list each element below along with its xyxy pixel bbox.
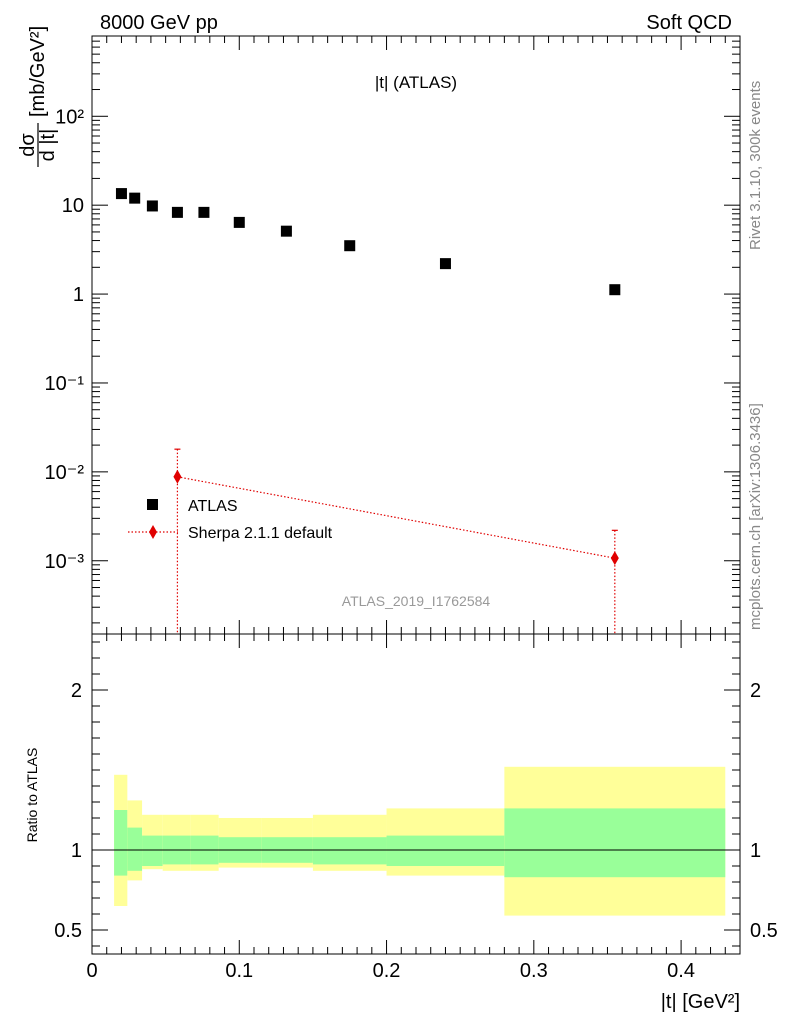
main-panel: 10² 10 1 10⁻¹ 10⁻² 10⁻³ |t| (ATLAS) ATLAS_201… [17,26,741,635]
ylabel-numerator: dσ [17,133,39,157]
legend-atlas-label: ATLAS [188,498,238,515]
ratio-inner-band [312,837,387,865]
legend-sherpa-label: Sherpa 2.1.1 default [188,525,333,542]
x-tick-label: 0.3 [520,960,548,982]
ratio-ticks [91,634,741,954]
header-left: 8000 GeV pp [100,12,218,34]
main-y-tick-labels: 10² 10 1 10⁻¹ 10⁻² 10⁻³ [45,106,85,572]
sherpa-point [173,469,182,484]
atlas-point [129,192,141,204]
ratio-panel: 0.5 0.51 12 2 0 0.1 0.2 0.3 0.4 Ratio to ATLAS … [24,633,778,1013]
atlas-point [439,258,451,270]
main-series [115,188,621,634]
x-tick-label: 0 [86,960,97,982]
ratio-bands [114,766,726,916]
x-tick-label: 0.4 [667,960,695,982]
ratio-y-tick-label-right: 0.5 [750,920,778,942]
ylabel-unit: [mb/GeV²] [27,26,49,117]
main-y-tick-label: 1 [73,284,84,306]
main-y-tick-label: 10⁻² [45,462,85,484]
main-y-tick-label: 10⁻¹ [45,373,85,395]
ratio-y-tick-label-right: 1 [750,840,761,862]
main-y-tick-label: 10² [55,106,84,128]
ratio-inner-band [504,808,726,878]
legend-atlas-marker [147,499,158,510]
x-tick-labels: 0 0.1 0.2 0.3 0.4 [86,960,695,982]
main-y-axis-label: dσ d |t| [mb/GeV²] [17,26,59,167]
header-right: Soft QCD [646,12,732,34]
ratio-inner-band [127,827,143,871]
atlas-point [344,240,356,252]
ratio-y-tick-labels: 0.5 0.5 1 1 2 2 [54,680,778,942]
atlas-point [115,188,127,200]
atlas-point [198,206,210,218]
mcplots-label: mcplots.cern.ch [arXiv:1306.3436] [747,403,764,630]
plot-title: |t| (ATLAS) [375,73,457,92]
x-axis-label: |t| [GeV²] [661,991,740,1013]
ratio-inner-band [114,810,128,876]
main-y-tick-label: 10 [62,195,84,217]
main-y-tick-label: 10⁻³ [45,551,85,573]
x-tick-label: 0.1 [225,960,253,982]
legend: ATLAS Sherpa 2.1.1 default [128,498,333,542]
ratio-y-axis-label: Ratio to ATLAS [24,748,40,843]
main-ticks [91,35,741,634]
rivet-label: Rivet 3.1.10, 300k events [747,81,764,250]
atlas-point [146,200,158,212]
atlas-point [280,225,292,237]
x-tick-label: 0.2 [373,960,401,982]
ylabel-denominator: d |t| [37,129,59,162]
analysis-watermark: ATLAS_2019_I1762584 [342,593,491,609]
atlas-point [171,206,183,218]
ratio-inner-band [142,835,163,866]
ratio-y-tick-label: 0.5 [54,920,82,942]
legend-sherpa-marker [149,525,157,539]
atlas-point [609,284,621,296]
ratio-y-tick-label-right: 2 [750,680,761,702]
main-frame [91,35,741,635]
sherpa-line [177,476,615,559]
ratio-inner-band [386,835,505,866]
sherpa-point [610,551,619,566]
ratio-y-tick-label: 2 [71,680,82,702]
atlas-point [233,216,245,228]
ratio-y-tick-label: 1 [71,840,82,862]
